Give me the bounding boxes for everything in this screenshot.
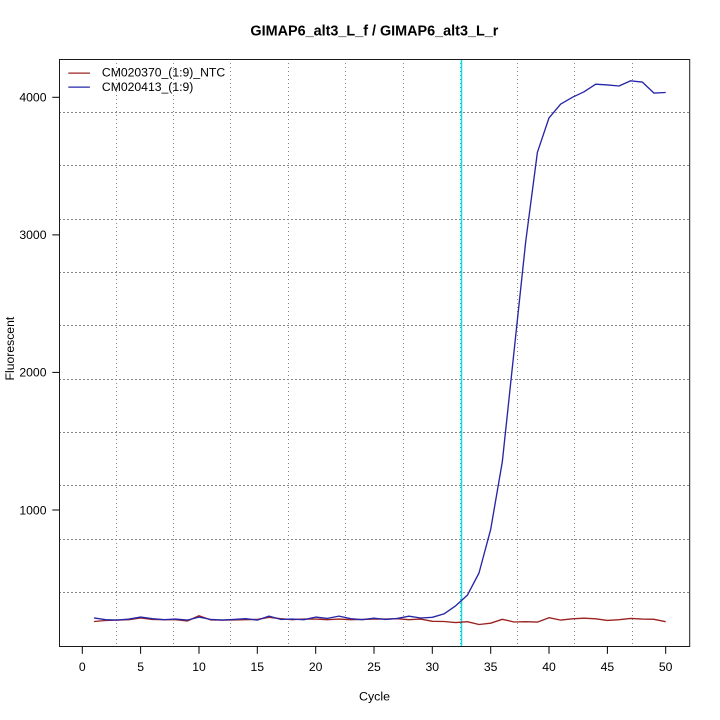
svg-text:35: 35: [484, 660, 498, 674]
svg-text:4000: 4000: [19, 91, 46, 105]
svg-text:Cycle: Cycle: [359, 690, 390, 704]
svg-text:15: 15: [251, 660, 265, 674]
svg-text:30: 30: [426, 660, 440, 674]
svg-text:25: 25: [367, 660, 381, 674]
svg-text:2000: 2000: [19, 366, 46, 380]
svg-text:50: 50: [659, 660, 673, 674]
svg-text:0: 0: [79, 660, 86, 674]
svg-text:CM020413_(1:9): CM020413_(1:9): [102, 80, 193, 94]
svg-text:40: 40: [542, 660, 556, 674]
svg-text:GIMAP6_alt3_L_f / GIMAP6_alt3_: GIMAP6_alt3_L_f / GIMAP6_alt3_L_r: [250, 23, 498, 39]
svg-text:3000: 3000: [19, 228, 46, 242]
svg-text:20: 20: [309, 660, 323, 674]
svg-text:45: 45: [601, 660, 615, 674]
svg-text:Fluorescent: Fluorescent: [3, 316, 17, 380]
svg-text:CM020370_(1:9)_NTC: CM020370_(1:9)_NTC: [102, 66, 225, 80]
svg-text:1000: 1000: [19, 503, 46, 517]
svg-text:10: 10: [192, 660, 206, 674]
svg-text:5: 5: [137, 660, 144, 674]
